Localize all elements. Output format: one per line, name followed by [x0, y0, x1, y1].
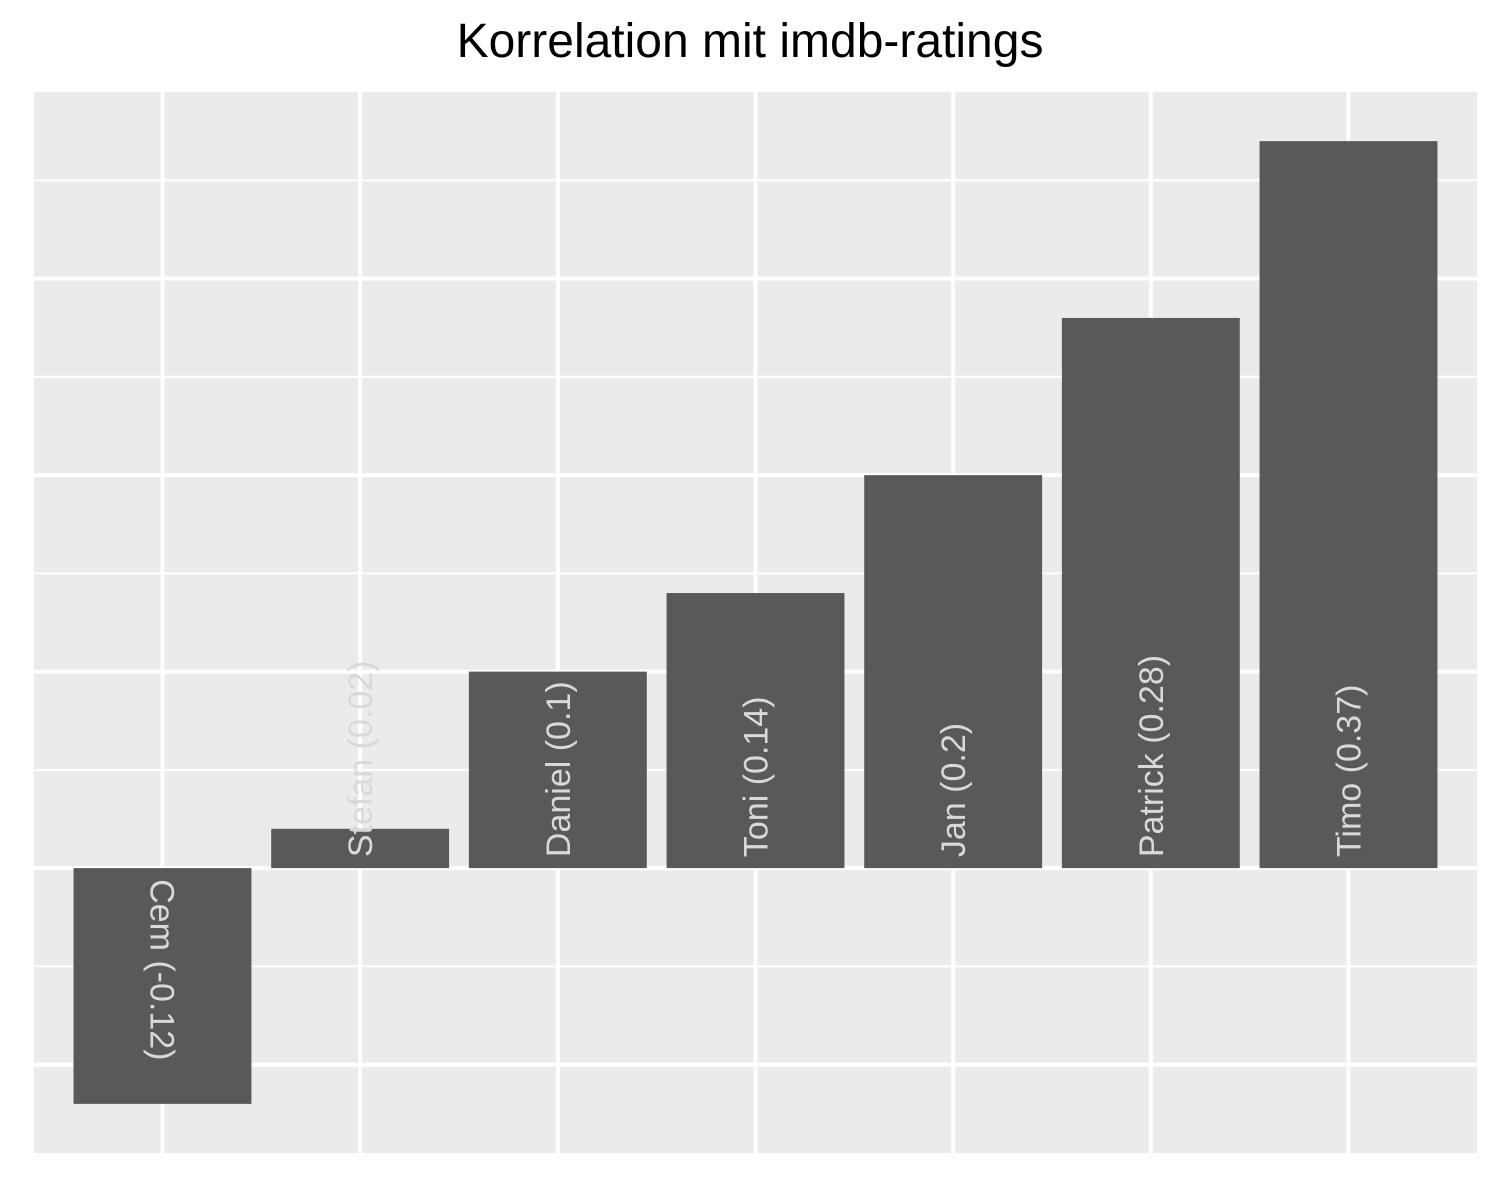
bar-label-stefan: Stefan (0.02) — [342, 661, 380, 858]
bar-cem — [73, 868, 252, 1104]
bar-jan — [864, 475, 1043, 869]
bar-daniel — [468, 671, 647, 869]
bar-patrick — [1061, 317, 1240, 869]
bar-label-timo: Timo (0.37) — [1331, 685, 1369, 858]
bar-label-toni: Toni (0.14) — [738, 696, 776, 857]
bar-label-patrick: Patrick (0.28) — [1133, 655, 1171, 857]
bar-timo — [1259, 141, 1438, 869]
bar-label-jan: Jan (0.2) — [935, 723, 973, 857]
chart-title: Korrelation mit imdb-ratings — [456, 15, 1044, 68]
bar-stefan — [271, 828, 450, 869]
bars — [73, 141, 1438, 1104]
bar-label-cem: Cem (-0.12) — [142, 879, 180, 1060]
bar-label-daniel: Daniel (0.1) — [540, 681, 578, 857]
bar-labels: Cem (-0.12) Stefan (0.02) Daniel (0.1) Toni… — [142, 655, 1368, 1061]
bar-toni — [666, 593, 845, 869]
